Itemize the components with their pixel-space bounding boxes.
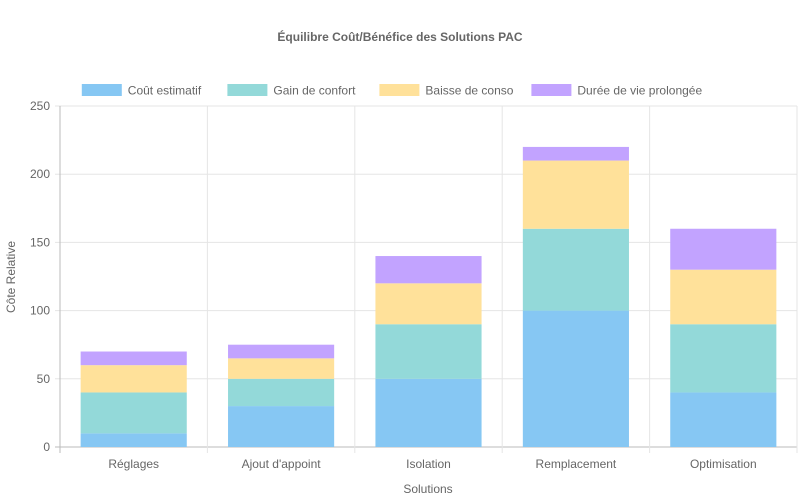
bar-segment [522, 160, 629, 229]
bar-segment [80, 433, 187, 447]
bar-segment [228, 344, 335, 359]
bars [80, 146, 777, 447]
bar-segment [80, 392, 187, 434]
legend-label: Baisse de conso [425, 84, 513, 98]
bar-segment [522, 310, 629, 447]
x-axis-label: Solutions [403, 482, 452, 496]
legend-label: Gain de confort [273, 84, 356, 98]
bar-segment [375, 324, 482, 379]
bar-segment [522, 228, 629, 311]
legend: Coût estimatif Gain de confort Baisse de c… [81, 84, 702, 98]
legend-swatch [379, 84, 420, 96]
bar-segment [228, 378, 335, 407]
x-tick-label: Isolation [406, 457, 451, 471]
bar-segment [522, 146, 629, 161]
bar-segment [375, 378, 482, 447]
y-tick-label: 0 [43, 440, 50, 454]
y-tick-label: 150 [30, 235, 50, 249]
bar-segment [670, 269, 777, 325]
axes: 0 50 100 150 200 250 Réglages Ajout d'appoint Is… [30, 99, 757, 471]
x-tick-label: Ajout d'appoint [242, 457, 322, 471]
legend-label: Coût estimatif [128, 84, 202, 98]
bar-segment [670, 392, 777, 447]
bar-segment [375, 256, 482, 284]
x-tick-label: Réglages [108, 457, 159, 471]
legend-swatch [81, 84, 122, 96]
bar-segment [375, 283, 482, 325]
bar-segment [670, 228, 777, 270]
bar-segment [80, 351, 187, 366]
y-axis-label: Côte Relative [4, 241, 18, 313]
chart-title: Équilibre Coût/Bénéfice des Solutions PA… [277, 29, 522, 44]
y-tick-label: 100 [30, 304, 50, 318]
legend-swatch [531, 84, 572, 96]
legend-swatch [227, 84, 268, 96]
y-tick-label: 250 [30, 99, 50, 113]
bar-segment [670, 324, 777, 393]
bar-segment [80, 365, 187, 393]
y-tick-label: 50 [37, 372, 51, 386]
y-tick-label: 200 [30, 167, 50, 181]
x-tick-label: Remplacement [536, 457, 617, 471]
x-tick-label: Optimisation [690, 457, 757, 471]
bar-segment [228, 406, 335, 447]
legend-label: Durée de vie prolongée [577, 84, 702, 98]
bar-segment [228, 358, 335, 379]
